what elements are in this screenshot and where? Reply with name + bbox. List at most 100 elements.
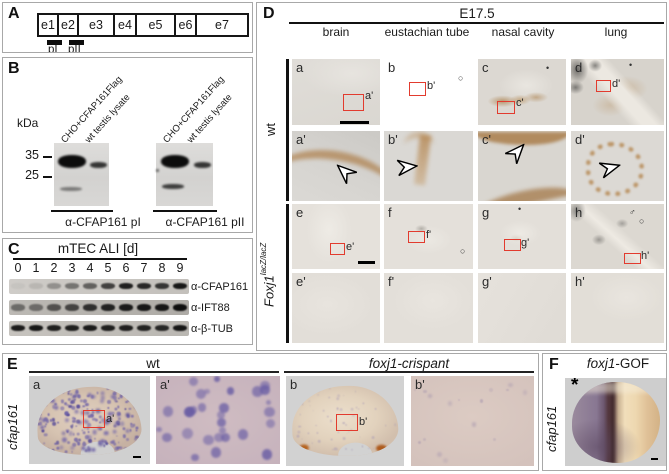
panel-letter: d' [575,132,585,147]
blot-band [161,155,189,168]
blot-band [162,184,184,189]
marker-25-tick [43,176,52,178]
roi-label: d' [612,78,621,90]
roi-box [504,239,521,251]
male-mark: ♂ [629,207,636,217]
exon-box: e6 [174,13,197,37]
marker-35: 35 [25,148,39,162]
roi-box [408,231,425,243]
panel-letter: a' [296,132,306,147]
stage-title: E17.5 [459,6,495,21]
panel-letter: d [575,60,583,75]
dot-mark: • [546,63,550,73]
roi-box [409,82,426,96]
foxj1-label-base: Foxj1 [261,275,277,308]
panel-letter: c [482,60,489,75]
micrograph-mutant-eustachian-tube: f f' ○ [384,204,473,269]
marker-25: 25 [25,168,39,182]
panel-letter: a' [160,377,170,392]
arrowhead-icon [331,158,359,186]
roi-box [330,243,345,255]
column-header-eustachian-tube: eustachian tube [384,25,470,39]
micrograph-wt-nasal-cavity-zoom: c' [478,131,566,201]
day-number: 0 [14,261,22,275]
micrograph-wt-eustachian-tube: b b' ○ [384,59,473,125]
western-blot-pII [156,143,213,206]
blot-band [58,155,86,168]
roi-label: b' [359,416,368,428]
day-number: 2 [50,261,58,275]
scale-bar [133,456,141,458]
panel-f-letter: F [549,356,559,373]
panel-b: B kDa CHO+CFAP161Flag wt testis lysate C… [2,57,253,233]
day-number: 4 [86,261,94,275]
e-zoom-wt [156,376,280,464]
wt-group-bracket [286,59,289,201]
panel-letter: e' [296,274,306,289]
dot-mark: • [629,60,633,70]
panel-letter: a [33,377,41,392]
roi-label: g' [521,237,530,249]
strip-label-btub: α-β-TUB [191,323,234,335]
scale-bar [340,121,369,124]
roi-box [596,80,611,92]
day-number: 6 [122,261,130,275]
dot-mark: • [518,204,522,214]
header-wt: wt [146,356,160,371]
header-crispant-underline [284,371,534,373]
micrograph-mutant-eustachian-tube-zoom: f' [384,273,473,343]
kda-label: kDa [17,116,39,130]
strip-label-cfap161: α-CFAP161 [191,281,249,293]
title-underline [13,258,187,260]
mtec-ali-title: mTEC ALI [d] [57,241,139,256]
roi-label: a' [365,90,374,102]
panel-letter: a [296,60,304,75]
micrograph-wt-brain-zoom: a' [292,131,380,201]
panel-f: F foxj1-GOF cfap161 * [542,353,667,471]
probe-label-pII: pII [68,44,81,53]
embryo-gof [572,382,660,463]
arrowhead-icon [395,157,419,177]
mutant-group-bracket [286,204,289,343]
roi-label: e' [346,241,355,253]
roi-box [83,410,105,428]
roi-box [497,101,515,114]
gof-embryo-image: * [565,378,666,466]
insitu-crispant-zoom-image: b' [411,376,534,466]
exon-box: e4 [113,13,137,37]
panel-letter: h [575,205,583,220]
day-number: 5 [104,261,112,275]
marker-35-tick [43,156,52,158]
panel-a: A e1 e2 e3 e4 e5 e6 e7 pI pII [2,2,253,53]
circle-mark: ○ [458,73,464,83]
roi-label: h' [641,250,650,262]
day-number: 1 [32,261,40,275]
header-crispant: foxj1-crispant [368,356,450,371]
roi-box [624,253,641,264]
gene-label-cfap161: cfap161 [544,405,559,453]
gene-label-cfap161: cfap161 [5,403,20,451]
day-number: 7 [140,261,148,275]
foxj1-label-superscript: lacZ/lacZ [259,242,268,276]
blot-caption-pI: α-CFAP161 pI [65,215,141,229]
panel-d-letter: D [263,5,275,22]
arrowhead-icon [597,156,623,179]
panel-letter: e [296,205,304,220]
roi-label: a' [106,413,115,425]
foxj1-gof-italic: foxj1 [586,356,616,371]
blot-strip-ift88 [9,300,189,315]
blot-strip-btub [9,321,189,336]
header-wt-underline [29,371,279,373]
day-lane-numbers: 0 1 2 3 4 5 6 7 8 9 [9,261,189,275]
row-group-label-wt: wt [263,123,278,137]
arrowhead-icon [503,138,531,166]
blot-band [194,162,211,168]
panel-letter: c' [482,132,491,147]
micrograph-mutant-lung: h h' ♂ ○ [571,204,664,269]
blot-band [60,187,82,191]
panel-letter: b [388,60,396,75]
roi-box [343,94,364,111]
exon-diagram: e1 e2 e3 e4 e5 e6 e7 [37,13,249,37]
panel-letter: f' [388,274,395,289]
